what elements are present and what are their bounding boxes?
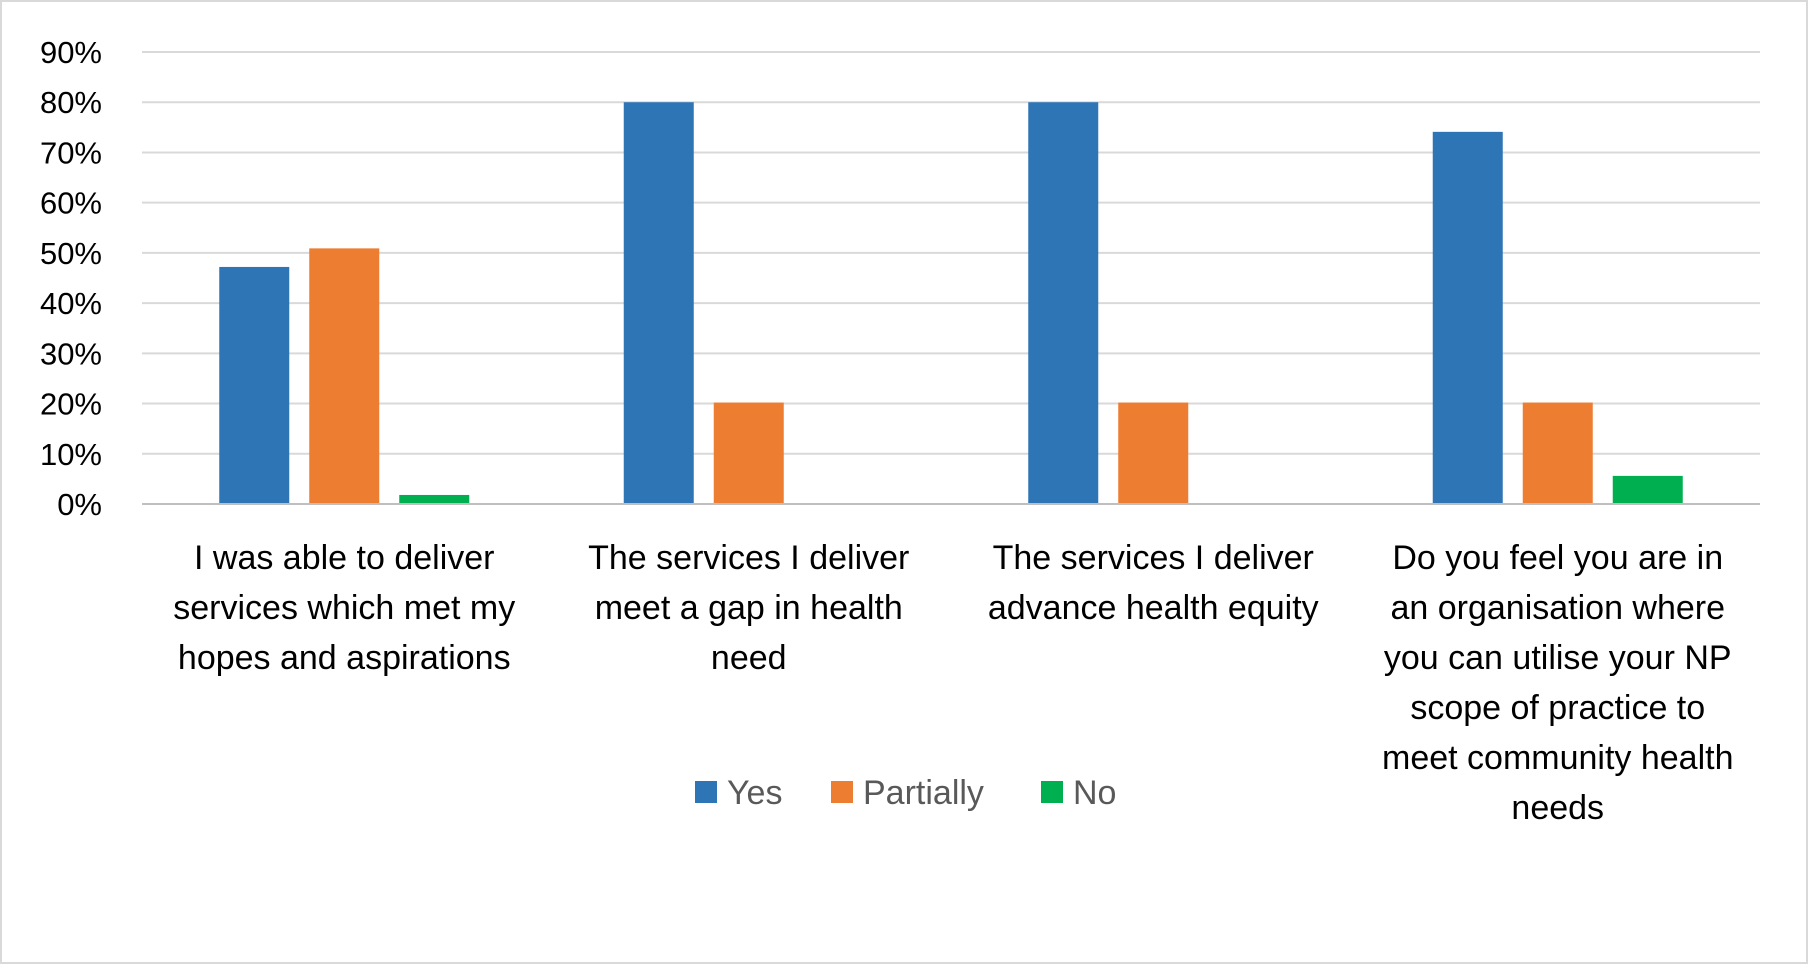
x-axis-labels: I was able to deliver services which met … [173,539,1733,827]
bar-partially-1 [713,402,784,503]
x-category-label: I was able to deliver services which met … [173,539,515,677]
x-category-label-line: meet a gap in health [595,589,903,627]
legend-label-yes: Yes [727,774,782,812]
bar-no-3 [1612,475,1683,503]
bars [219,102,1683,503]
bar-no-0 [399,494,470,503]
x-category-label-line: Do you feel you are in [1392,539,1723,577]
y-axis-ticks: 0% 10% 20% 30% 40% 50% 60% 70% 80% 90% [40,35,102,522]
x-category-label-line: I was able to deliver [194,539,495,577]
x-category-label-line: services which met my [173,589,515,627]
bar-yes-0 [219,266,290,503]
y-tick-label: 20% [40,387,102,422]
y-tick-label: 10% [40,437,102,472]
bar-partially-0 [309,248,380,503]
bar-partially-3 [1522,402,1593,503]
y-tick-label: 70% [40,135,102,170]
bar-yes-2 [1028,102,1099,503]
legend-label-partially: Partially [863,774,984,812]
x-category-label-line: needs [1511,789,1604,827]
x-category-label-line: an organisation where [1390,589,1725,627]
y-tick-label: 90% [40,35,102,70]
gridlines [142,51,1760,505]
x-category-label-line: meet community health [1382,739,1734,777]
y-tick-label: 80% [40,85,102,120]
legend-swatch-no [1041,781,1063,803]
legend: Yes Partially No [695,774,1116,812]
x-category-label-line: advance health equity [988,589,1319,627]
legend-label-no: No [1073,774,1116,812]
y-tick-label: 0% [57,487,102,522]
x-category-label-line: you can utilise your NP [1384,639,1732,677]
bar-yes-3 [1432,131,1503,503]
x-category-label: The services I deliver meet a gap in heal… [588,539,909,677]
y-tick-label: 50% [40,236,102,271]
y-tick-label: 40% [40,286,102,321]
x-category-label-line: The services I deliver [588,539,909,577]
bar-partially-2 [1118,402,1189,503]
legend-swatch-partially [831,781,853,803]
x-category-label-line: The services I deliver [993,539,1314,577]
y-tick-label: 30% [40,336,102,371]
x-category-label: The services I deliver advance health equ… [988,539,1319,627]
x-category-label: Do you feel you are in an organisation wh… [1382,539,1734,827]
x-category-label-line: need [711,639,787,677]
legend-swatch-yes [695,781,717,803]
x-category-label-line: hopes and aspirations [178,639,511,677]
y-tick-label: 60% [40,186,102,221]
bar-yes-1 [623,102,694,503]
x-category-label-line: scope of practice to [1410,689,1705,727]
